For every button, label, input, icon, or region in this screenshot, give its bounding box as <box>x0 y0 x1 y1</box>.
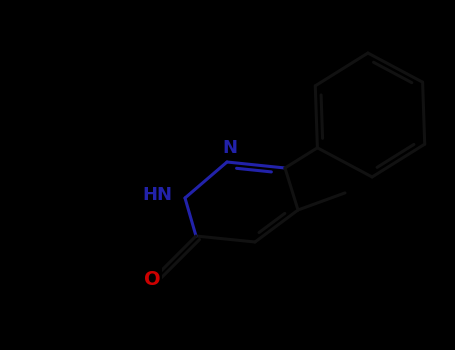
Text: O: O <box>144 270 161 289</box>
Text: N: N <box>222 139 238 157</box>
Text: HN: HN <box>142 186 172 204</box>
